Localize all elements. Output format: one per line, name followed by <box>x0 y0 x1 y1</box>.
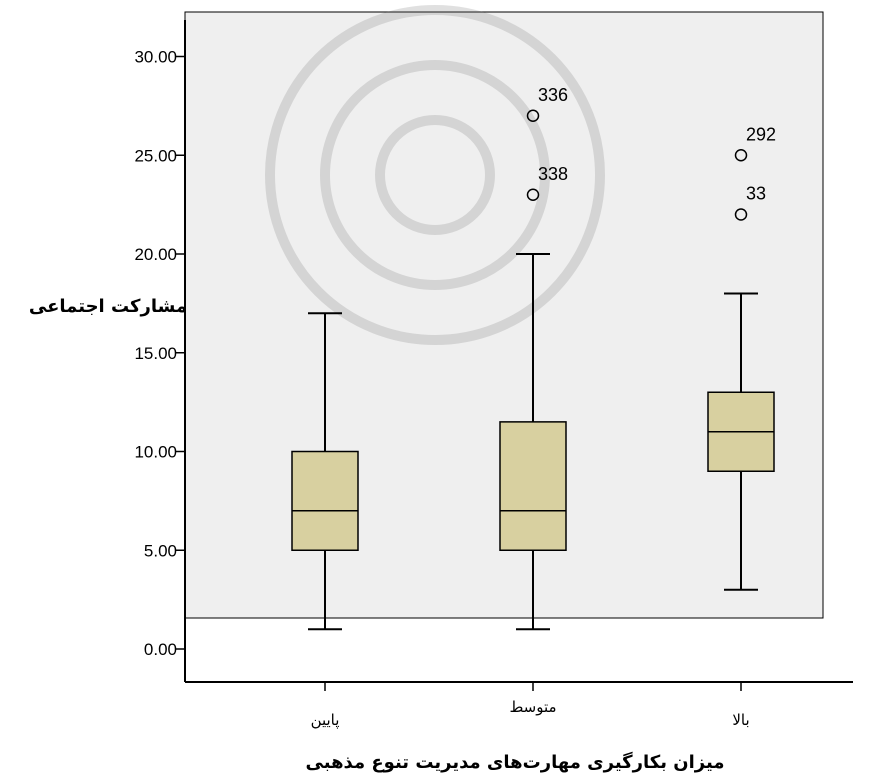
x-tick-label: بالا <box>732 711 749 729</box>
box-3: 292 33 <box>707 124 776 591</box>
outlier-point <box>526 109 540 122</box>
y-tick-label: 0.00 <box>144 640 177 659</box>
boxes-group: 336 338 292 33 <box>291 85 776 631</box>
y-tick-label: 10.00 <box>134 443 177 462</box>
outlier-point <box>734 208 748 221</box>
x-tick-label: متوسط <box>509 698 556 716</box>
outlier-label: 338 <box>538 164 568 184</box>
outlier-point <box>526 188 540 201</box>
x-axis-ticks: پایین متوسط بالا <box>311 682 750 730</box>
outlier-label: 292 <box>746 124 776 144</box>
box-2: 336 338 <box>499 85 568 631</box>
outlier-point <box>734 149 748 162</box>
outlier-label: 336 <box>538 85 568 105</box>
box-iqr <box>499 421 567 551</box>
y-tick-label: 30.00 <box>134 48 177 67</box>
y-tick-label: 20.00 <box>134 245 177 264</box>
box-1 <box>291 312 359 631</box>
y-axis-title: مشارکت اجتماعی <box>29 296 187 317</box>
watermark <box>265 5 605 345</box>
box-iqr <box>291 450 359 551</box>
y-tick-label: 5.00 <box>144 541 177 560</box>
outlier-label: 33 <box>746 184 766 204</box>
x-tick-label: پایین <box>311 711 340 730</box>
y-tick-label: 15.00 <box>134 344 177 363</box>
y-tick-label: 25.00 <box>134 146 177 165</box>
y-axis-ticks: 0.00 5.00 10.00 15.00 20.00 25.00 30.00 <box>134 48 185 659</box>
x-axis-title: میزان بکارگیری مهارت‌های مدیریت تنوع مذه… <box>306 751 725 773</box>
